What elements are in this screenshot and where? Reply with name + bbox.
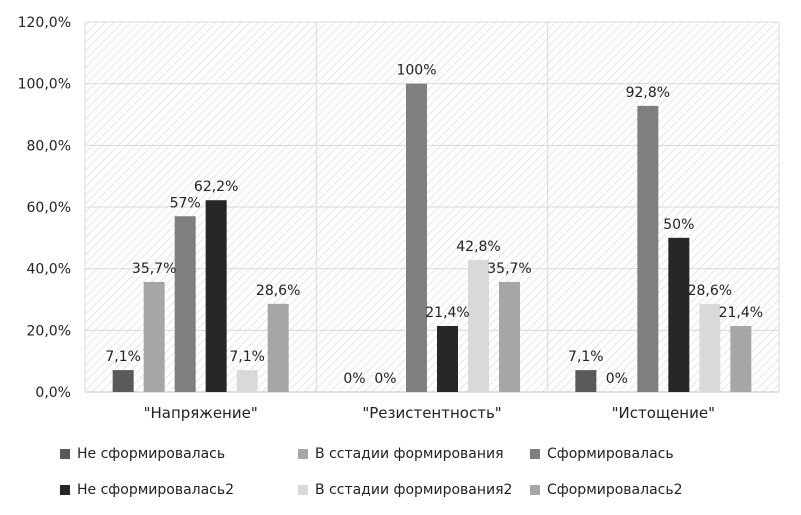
bar: [468, 260, 489, 392]
data-label: 21,4%: [425, 305, 469, 321]
legend-label: В сстадии формирования: [315, 446, 504, 462]
legend-row: Не сформировалась2 В сстадии формировани…: [60, 472, 780, 508]
bars: [112, 83, 752, 393]
bar: [205, 200, 227, 392]
gridlines: [84, 21, 780, 393]
y-axis: 0,0% 20,0% 40,0% 60,0% 80,0% 100,0% 120,0%: [18, 15, 71, 401]
y-tick-label: 100,0%: [18, 77, 71, 93]
legend-swatch: [530, 449, 540, 459]
x-axis: "Напряжение" "Резистентность" "Истощение": [144, 404, 715, 422]
data-label: 42,8%: [456, 239, 500, 255]
data-label: 28,6%: [688, 283, 732, 299]
legend-swatch: [298, 485, 308, 495]
legend-swatch: [60, 449, 70, 459]
y-tick-label: 0,0%: [35, 385, 71, 401]
bar-chart: 0,0% 20,0% 40,0% 60,0% 80,0% 100,0% 120,0% 7,1…: [18, 15, 780, 422]
data-label: 0%: [374, 371, 396, 387]
legend-item: В сстадии формирования: [298, 446, 530, 462]
data-label: 57%: [170, 195, 201, 211]
data-label: 7,1%: [105, 349, 141, 365]
legend-label: Сформировалась: [547, 446, 674, 462]
bar: [730, 326, 752, 392]
legend-label: Не сформировалась: [77, 446, 226, 462]
data-label: 50%: [663, 217, 694, 233]
bar: [699, 303, 721, 392]
x-category-label: "Напряжение": [144, 404, 258, 422]
x-category-label: "Резистентность": [362, 404, 501, 422]
bar: [267, 303, 289, 392]
bar: [236, 370, 258, 392]
bar: [499, 281, 520, 392]
data-label: 21,4%: [719, 305, 763, 321]
legend-swatch: [298, 449, 308, 459]
data-label: 28,6%: [256, 283, 300, 299]
legend-label: В сстадии формирования2: [315, 482, 513, 498]
legend-label: Не сформировалась2: [77, 482, 235, 498]
bar: [575, 370, 597, 392]
bar: [637, 105, 659, 392]
legend-swatch: [60, 485, 70, 495]
y-tick-label: 120,0%: [18, 15, 71, 31]
data-label: 35,7%: [132, 261, 176, 277]
legend-swatch: [530, 485, 540, 495]
y-tick-label: 20,0%: [27, 323, 71, 339]
data-label: 62,2%: [194, 179, 238, 195]
data-label: 7,1%: [568, 349, 604, 365]
bar: [668, 237, 690, 392]
bar: [437, 326, 458, 392]
y-tick-label: 60,0%: [27, 200, 71, 216]
legend-row: Не сформировалась В сстадии формирования…: [60, 436, 780, 472]
x-category-label: "Истощение": [612, 404, 715, 422]
data-label: 0%: [606, 371, 628, 387]
y-tick-label: 40,0%: [27, 262, 71, 278]
data-label: 0%: [343, 371, 365, 387]
data-label: 7,1%: [229, 349, 265, 365]
bar: [143, 281, 165, 392]
legend-item: Сформировалась: [530, 446, 770, 462]
bar: [174, 216, 196, 392]
legend-item: Сформировалась2: [530, 482, 770, 498]
legend-item: Не сформировалась2: [60, 482, 298, 498]
legend: Не сформировалась В сстадии формирования…: [60, 436, 780, 508]
legend-label: Сформировалась2: [547, 482, 683, 498]
legend-item: Не сформировалась: [60, 446, 298, 462]
data-label: 100%: [396, 63, 436, 79]
y-tick-label: 80,0%: [27, 138, 71, 154]
bar: [112, 370, 134, 392]
legend-item: В сстадии формирования2: [298, 482, 530, 498]
data-label: 35,7%: [487, 261, 531, 277]
data-labels: 7,1% 35,7% 57%62,2% 7,1% 28,6% 0% 0% 100% 21,4% 4…: [105, 63, 763, 387]
bar: [406, 83, 427, 393]
data-label: 92,8%: [626, 85, 670, 101]
